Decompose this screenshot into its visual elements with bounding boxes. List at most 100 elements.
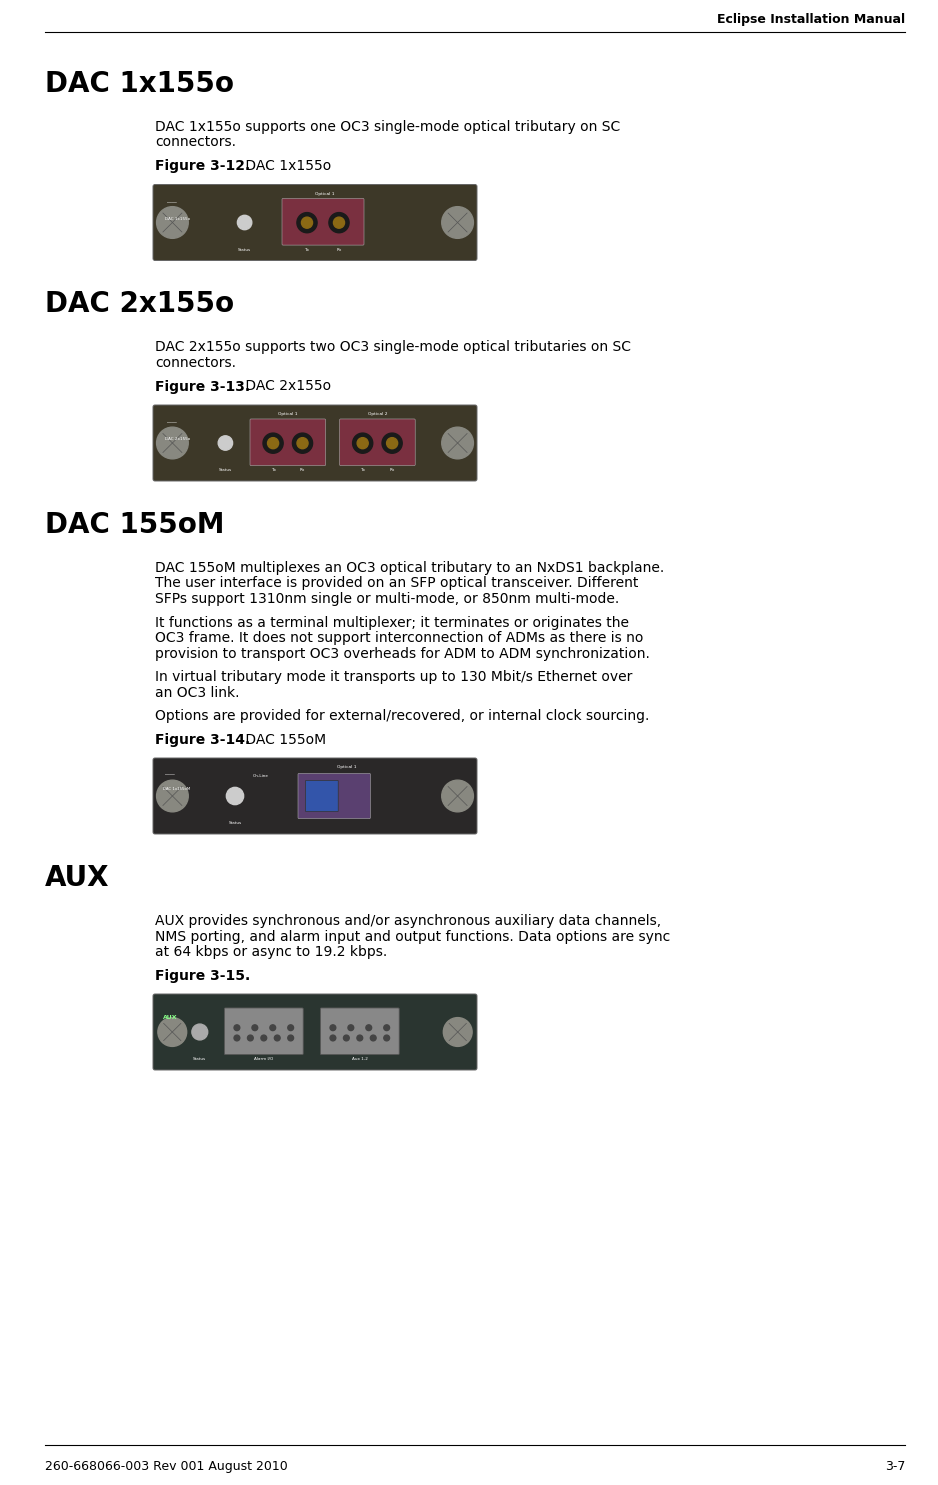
Text: Optical 1: Optical 1 [278,413,297,416]
Circle shape [274,1035,280,1041]
Circle shape [158,1017,187,1047]
Circle shape [330,1025,336,1031]
Text: Optical 2: Optical 2 [368,413,387,416]
Text: Optical 1: Optical 1 [315,192,334,196]
Circle shape [343,1035,349,1041]
Text: AUX provides synchronous and/or asynchronous auxiliary data channels,: AUX provides synchronous and/or asynchro… [155,913,661,928]
Text: DAC 1x155oM: DAC 1x155oM [163,787,190,792]
Circle shape [366,1025,371,1031]
Circle shape [444,1017,472,1047]
Circle shape [330,1035,336,1041]
Circle shape [301,217,312,229]
Circle shape [237,215,251,230]
Text: Status: Status [229,821,242,826]
Text: Tx: Tx [360,468,365,472]
FancyBboxPatch shape [153,184,477,260]
Text: The user interface is provided on an SFP optical transceiver. Different: The user interface is provided on an SFP… [155,576,639,591]
Text: Status: Status [238,248,251,252]
Circle shape [442,206,474,238]
Circle shape [263,434,283,453]
Circle shape [234,1035,240,1041]
FancyBboxPatch shape [153,757,477,835]
Circle shape [293,434,312,453]
Text: Figure 3-15.: Figure 3-15. [155,968,250,983]
Text: ――: ―― [165,772,174,777]
Text: 260-668066-003 Rev 001 August 2010: 260-668066-003 Rev 001 August 2010 [45,1460,288,1473]
Text: Rx: Rx [337,248,341,252]
Text: DAC 2x155o: DAC 2x155o [241,380,331,394]
Circle shape [297,438,308,448]
FancyBboxPatch shape [298,774,371,818]
Circle shape [157,428,189,459]
Text: Tx: Tx [305,248,310,252]
Text: AUX: AUX [45,864,110,892]
Text: DAC 2x155o supports two OC3 single-mode optical tributaries on SC: DAC 2x155o supports two OC3 single-mode … [155,340,631,355]
Text: Alarm I/O: Alarm I/O [254,1057,273,1062]
Circle shape [371,1035,376,1041]
Text: In virtual tributary mode it transports up to 130 Mbit/s Ethernet over: In virtual tributary mode it transports … [155,670,632,685]
Circle shape [270,1025,276,1031]
Text: 3-7: 3-7 [885,1460,905,1473]
Text: DAC 155oM: DAC 155oM [241,732,326,747]
FancyBboxPatch shape [306,781,339,812]
FancyBboxPatch shape [153,405,477,481]
Text: It functions as a terminal multiplexer; it terminates or originates the: It functions as a terminal multiplexer; … [155,615,629,630]
Text: provision to transport OC3 overheads for ADM to ADM synchronization.: provision to transport OC3 overheads for… [155,646,650,661]
Text: Figure 3-14.: Figure 3-14. [155,732,250,747]
Circle shape [219,435,233,450]
Text: an OC3 link.: an OC3 link. [155,686,239,699]
Circle shape [157,780,189,812]
Text: at 64 kbps or async to 19.2 kbps.: at 64 kbps or async to 19.2 kbps. [155,944,387,959]
Circle shape [288,1035,294,1041]
Text: ――: ―― [167,200,176,205]
Text: DAC 1x155o: DAC 1x155o [165,217,190,221]
Text: connectors.: connectors. [155,356,236,370]
Text: DAC 1x155o: DAC 1x155o [241,159,332,172]
Text: DAC 2x155o: DAC 2x155o [45,291,234,318]
Text: Aux 1-2: Aux 1-2 [352,1057,368,1062]
FancyBboxPatch shape [224,1008,303,1054]
Text: DAC 155oM multiplexes an OC3 optical tributary to an NxDS1 backplane.: DAC 155oM multiplexes an OC3 optical tri… [155,561,664,575]
Text: DAC 1x155o supports one OC3 single-mode optical tributary on SC: DAC 1x155o supports one OC3 single-mode … [155,120,620,134]
Circle shape [261,1035,266,1041]
Text: NMS porting, and alarm input and output functions. Data options are sync: NMS porting, and alarm input and output … [155,930,671,943]
Text: Optical 1: Optical 1 [338,765,356,769]
Text: ――: ―― [167,420,176,425]
Text: DAC 155oM: DAC 155oM [45,511,224,539]
Text: Rx: Rx [300,468,305,472]
Circle shape [386,438,398,448]
FancyBboxPatch shape [282,199,364,245]
Text: Figure 3-13.: Figure 3-13. [155,380,250,394]
FancyBboxPatch shape [250,419,325,466]
Circle shape [267,438,279,448]
Circle shape [384,1025,389,1031]
FancyBboxPatch shape [321,1008,400,1054]
Text: Eclipse Installation Manual: Eclipse Installation Manual [717,13,905,27]
FancyBboxPatch shape [340,419,416,466]
Circle shape [252,1025,258,1031]
Circle shape [357,438,369,448]
Text: Options are provided for external/recovered, or internal clock sourcing.: Options are provided for external/recove… [155,708,649,723]
FancyBboxPatch shape [153,993,477,1071]
Circle shape [192,1025,207,1039]
Circle shape [288,1025,294,1031]
Text: OC3 frame. It does not support interconnection of ADMs as there is no: OC3 frame. It does not support interconn… [155,631,643,644]
Text: AUX: AUX [163,1016,177,1020]
Text: Status: Status [219,468,232,472]
Text: Tx: Tx [270,468,276,472]
Circle shape [442,780,474,812]
Text: Rx: Rx [389,468,395,472]
Text: Status: Status [193,1057,206,1062]
Circle shape [353,434,372,453]
Text: Figure 3-12.: Figure 3-12. [155,159,250,172]
Circle shape [382,434,402,453]
Circle shape [234,1025,240,1031]
Circle shape [357,1035,363,1041]
Text: SFPs support 1310nm single or multi-mode, or 850nm multi-mode.: SFPs support 1310nm single or multi-mode… [155,593,619,606]
Circle shape [384,1035,389,1041]
Circle shape [333,217,344,229]
Text: DAC 2x155o: DAC 2x155o [165,438,190,441]
Text: On-Line: On-Line [252,774,268,778]
Circle shape [329,212,349,233]
Circle shape [442,428,474,459]
